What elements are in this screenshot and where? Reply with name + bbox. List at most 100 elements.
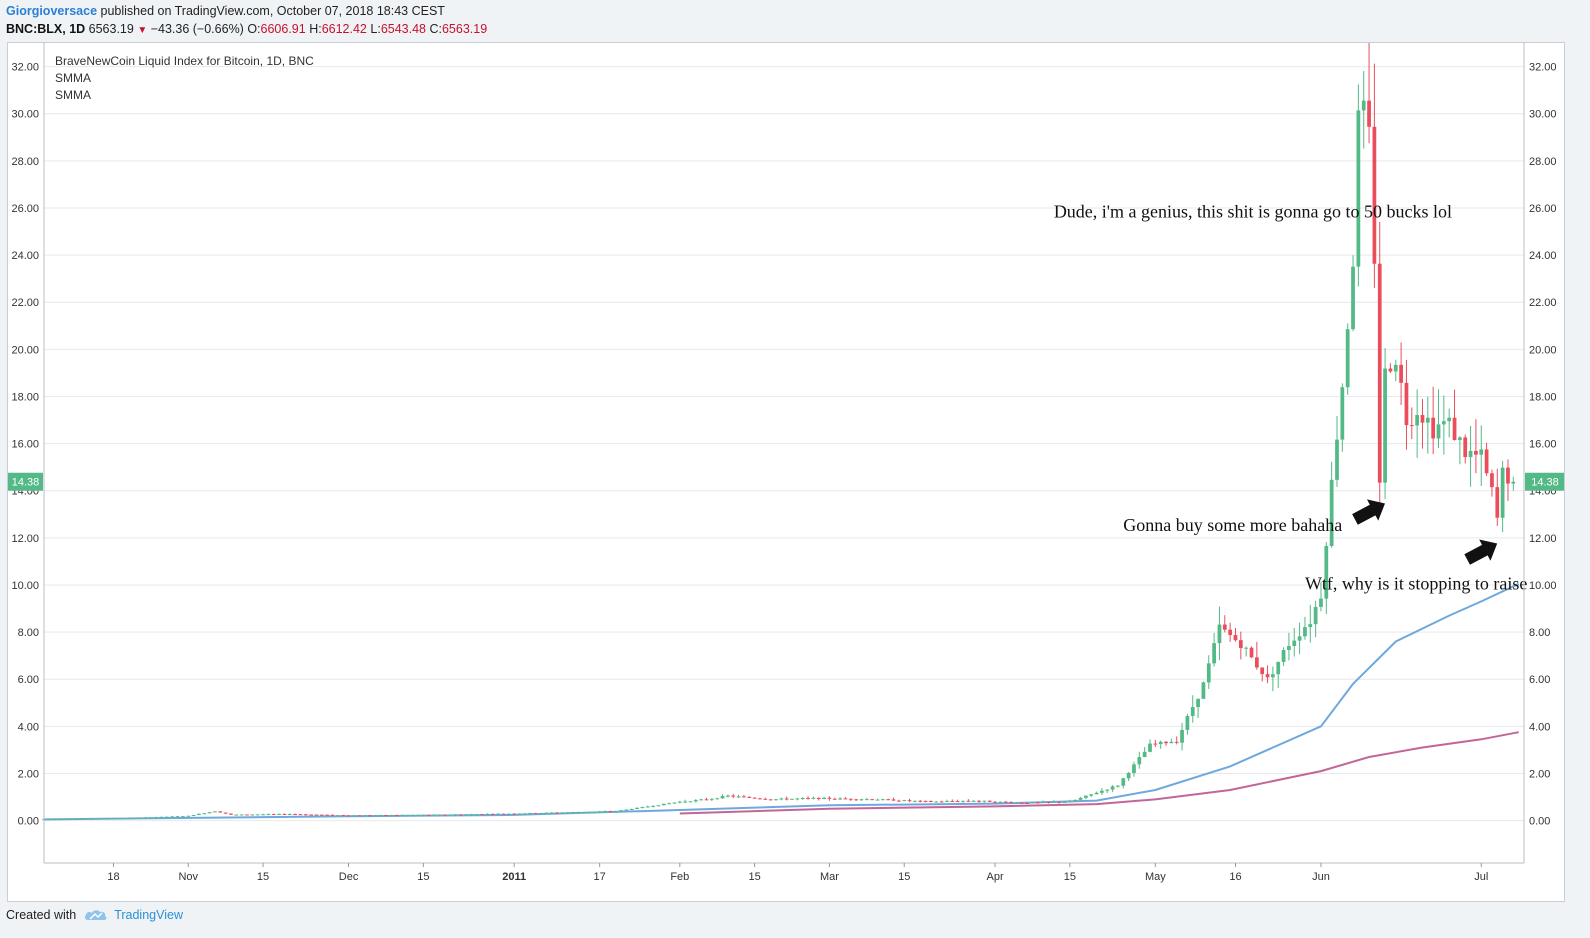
candle-body [1260,667,1265,675]
candle-body [1062,801,1067,803]
grid-lines [44,66,1524,822]
candle-body [923,800,928,802]
y-tick-label-left: 4.00 [18,721,39,733]
y-tick-label-right: 32.00 [1529,62,1557,74]
candle-body [811,797,816,799]
candle-body [1030,802,1035,804]
candle-body [1319,598,1323,607]
candle-body [624,809,629,811]
candle-body [1046,801,1051,803]
candle-body [1206,663,1211,683]
chart-panel[interactable]: Dude, i'm a genius, this shit is gonna g… [7,42,1565,902]
candle-body [795,798,800,800]
candle-body [319,814,324,816]
candle-body [490,813,495,815]
candle-body [298,814,303,816]
candle-body [1468,450,1473,458]
candle-body [1297,636,1302,641]
candle-body [907,800,912,802]
y-tick-label-left: 12.00 [11,533,39,545]
candle-body [1121,778,1126,786]
candle-body [587,811,591,813]
candle-body [389,815,394,817]
candle-body [437,814,442,816]
candle-body [496,813,501,815]
candle-body [1196,698,1200,708]
candle-body [726,795,730,797]
candle-body [645,806,650,808]
candle-body [720,796,725,799]
chart-legend: BraveNewCoin Liquid Index for Bitcoin, 1… [55,53,314,104]
annotations: Dude, i'm a genius, this shit is gonna g… [1054,201,1528,593]
candle-body [784,798,789,800]
candle-body [373,815,378,817]
candle-body [357,815,362,817]
legend-smma-2[interactable]: SMMA [55,88,91,102]
candle-body [629,809,634,811]
author-link[interactable]: Giorgioversace [6,4,98,18]
y-tick-label-right: 28.00 [1529,156,1557,168]
candle-body [325,814,330,816]
candle-body [693,800,698,802]
candle-body [186,815,191,817]
candle-body [1452,417,1457,440]
candle-body [469,814,474,816]
x-tick-label: Nov [178,871,198,883]
candle-body [1244,647,1249,649]
candle-body [362,815,367,817]
candle-body [1254,657,1259,668]
tradingview-link[interactable]: TradingView [114,908,183,922]
candle-body [309,814,314,816]
candle-body [1078,797,1083,800]
x-tick-label: Dec [339,871,359,883]
candle-body [138,817,143,819]
candle-body [1361,100,1366,111]
axes: 0.00 0.00 2.00 2.00 4.00 4.00 6.00 6.00 8.00 8.00… [8,43,1564,883]
candle-body [335,815,340,817]
x-tick-label: 15 [898,871,910,883]
candle-body [63,818,68,820]
candle-body [672,802,677,804]
candle-body [453,814,458,816]
candle-body [806,798,810,800]
candle-body [314,814,319,816]
candle-body [1351,266,1355,330]
candle-body [1377,263,1382,483]
last-price: 6563.19 [88,22,134,36]
candle-body [950,801,955,803]
candle-body [859,799,864,801]
candle-body [1500,467,1505,518]
price-chart[interactable]: Dude, i'm a genius, this shit is gonna g… [8,43,1565,902]
candle-body [1238,640,1243,649]
candle-body [1409,425,1414,427]
candle-body [261,814,265,816]
candle-body [458,814,463,816]
y-tick-label-right: 16.00 [1529,439,1557,451]
candle-body [58,819,62,821]
candle-body [790,798,794,800]
candle-body [688,801,693,803]
candle-body [1345,329,1350,388]
candle-body [426,814,431,816]
candle-body [1110,786,1115,790]
candle-body [1265,674,1270,678]
legend-smma-1[interactable]: SMMA [55,71,91,85]
x-tick-label: 17 [594,871,606,883]
candle-body [918,800,923,802]
candle-body [303,814,308,816]
candle-body [480,814,484,816]
candle-body [111,818,116,820]
candle-body [1233,635,1238,641]
candle-body [170,816,175,818]
candle-body [533,812,538,814]
candle-body [1431,417,1436,439]
candle-body [202,813,207,815]
candle-body [122,818,127,820]
candle-body [683,801,688,803]
candle-body [1041,801,1046,803]
candle-body [651,805,655,807]
candle-body [763,798,768,800]
candle-body [1153,743,1158,745]
candle-body [597,811,602,813]
y-tick-label-left: 6.00 [18,674,39,686]
